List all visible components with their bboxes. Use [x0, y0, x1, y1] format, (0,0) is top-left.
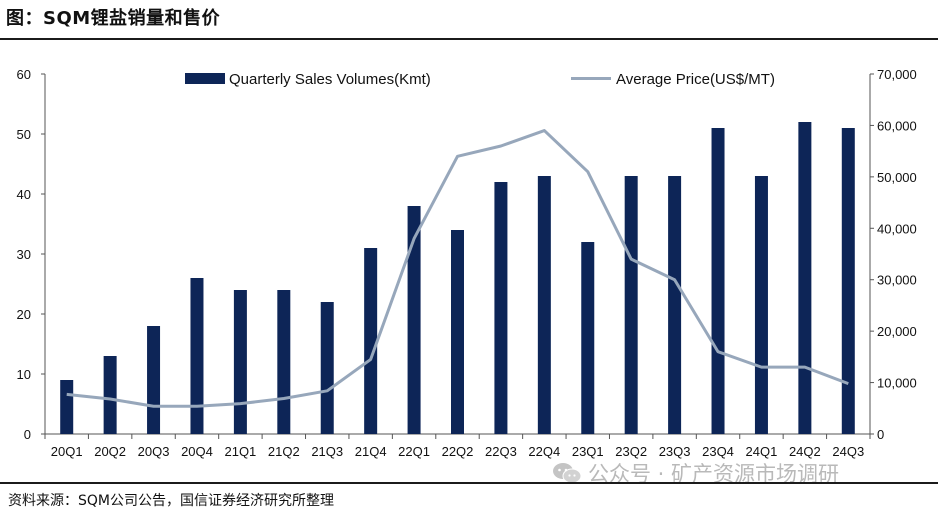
- bar-20Q4: [190, 278, 204, 434]
- x-tick-label: 21Q3: [311, 444, 343, 459]
- right-tick-label: 10,000: [877, 376, 917, 391]
- axes: 0 10 20 30 40 50 60 0 10,000 20,000 30,000 40,000 50…: [17, 67, 917, 459]
- x-tick-label: 23Q3: [659, 444, 691, 459]
- left-tick-label: 50: [17, 127, 31, 142]
- bar-24Q1: [754, 176, 768, 434]
- x-tick-label: 22Q4: [528, 444, 560, 459]
- x-tick-label: 23Q4: [702, 444, 734, 459]
- bar-series: [60, 122, 855, 434]
- top-divider: [0, 38, 938, 40]
- left-tick-label: 30: [17, 247, 31, 262]
- left-tick-label: 60: [17, 67, 31, 82]
- x-tick-label: 24Q2: [789, 444, 821, 459]
- bottom-divider: [0, 482, 938, 484]
- bar-22Q1: [407, 206, 421, 434]
- x-tick-label: 20Q2: [94, 444, 126, 459]
- x-tick-label: 22Q1: [398, 444, 430, 459]
- wechat-icon: [553, 463, 582, 484]
- bar-23Q1: [581, 242, 595, 434]
- bar-21Q3: [320, 302, 334, 434]
- x-tick-label: 24Q1: [746, 444, 778, 459]
- x-tick-label: 21Q1: [224, 444, 256, 459]
- x-tick-label: 23Q1: [572, 444, 604, 459]
- right-tick-label: 50,000: [877, 170, 917, 185]
- legend: Quarterly Sales Volumes(Kmt) Average Pric…: [185, 71, 775, 88]
- x-tick-label: 22Q3: [485, 444, 517, 459]
- x-tick-label: 20Q3: [138, 444, 170, 459]
- bar-22Q3: [494, 182, 508, 434]
- bar-24Q3: [841, 128, 855, 434]
- left-tick-label: 10: [17, 367, 31, 382]
- legend-line-label: Average Price(US$/MT): [616, 71, 775, 88]
- source-note: 资料来源：SQM公司公告，国信证券经济研究所整理: [8, 493, 334, 509]
- x-tick-label: 22Q2: [442, 444, 474, 459]
- x-tick-label: 24Q3: [832, 444, 864, 459]
- left-tick-label: 40: [17, 187, 31, 202]
- bar-21Q4: [364, 248, 378, 434]
- left-tick-label: 20: [17, 307, 31, 322]
- left-tick-label: 0: [24, 427, 31, 442]
- right-tick-label: 40,000: [877, 221, 917, 236]
- bar-21Q1: [233, 290, 247, 434]
- right-tick-label: 70,000: [877, 67, 917, 82]
- x-tick-label: 21Q4: [355, 444, 387, 459]
- line-series: [66, 129, 849, 408]
- bar-22Q4: [537, 176, 551, 434]
- x-tick-label: 23Q2: [615, 444, 647, 459]
- chart-area: 0 10 20 30 40 50 60 0 10,000 20,000 30,000 40,000 50…: [17, 67, 917, 459]
- right-tick-label: 30,000: [877, 273, 917, 288]
- bar-22Q2: [451, 230, 464, 434]
- bar-20Q1: [60, 380, 74, 434]
- legend-bar-label: Quarterly Sales Volumes(Kmt): [229, 71, 431, 88]
- chart-title: 图：SQM锂盐销量和售价: [6, 8, 221, 29]
- bar-20Q3: [147, 326, 161, 434]
- right-tick-label: 20,000: [877, 324, 917, 339]
- bar-21Q2: [277, 290, 291, 434]
- right-tick-label: 60,000: [877, 118, 917, 133]
- x-tick-label: 20Q1: [51, 444, 83, 459]
- bar-20Q2: [103, 356, 117, 434]
- bar-23Q3: [668, 176, 682, 434]
- bar-23Q2: [624, 176, 638, 434]
- x-tick-label: 21Q2: [268, 444, 300, 459]
- bar-24Q2: [798, 122, 812, 434]
- bar-23Q4: [711, 128, 725, 434]
- x-tick-label: 20Q4: [181, 444, 213, 459]
- right-tick-label: 0: [877, 427, 884, 442]
- legend-bar-swatch: [185, 73, 225, 84]
